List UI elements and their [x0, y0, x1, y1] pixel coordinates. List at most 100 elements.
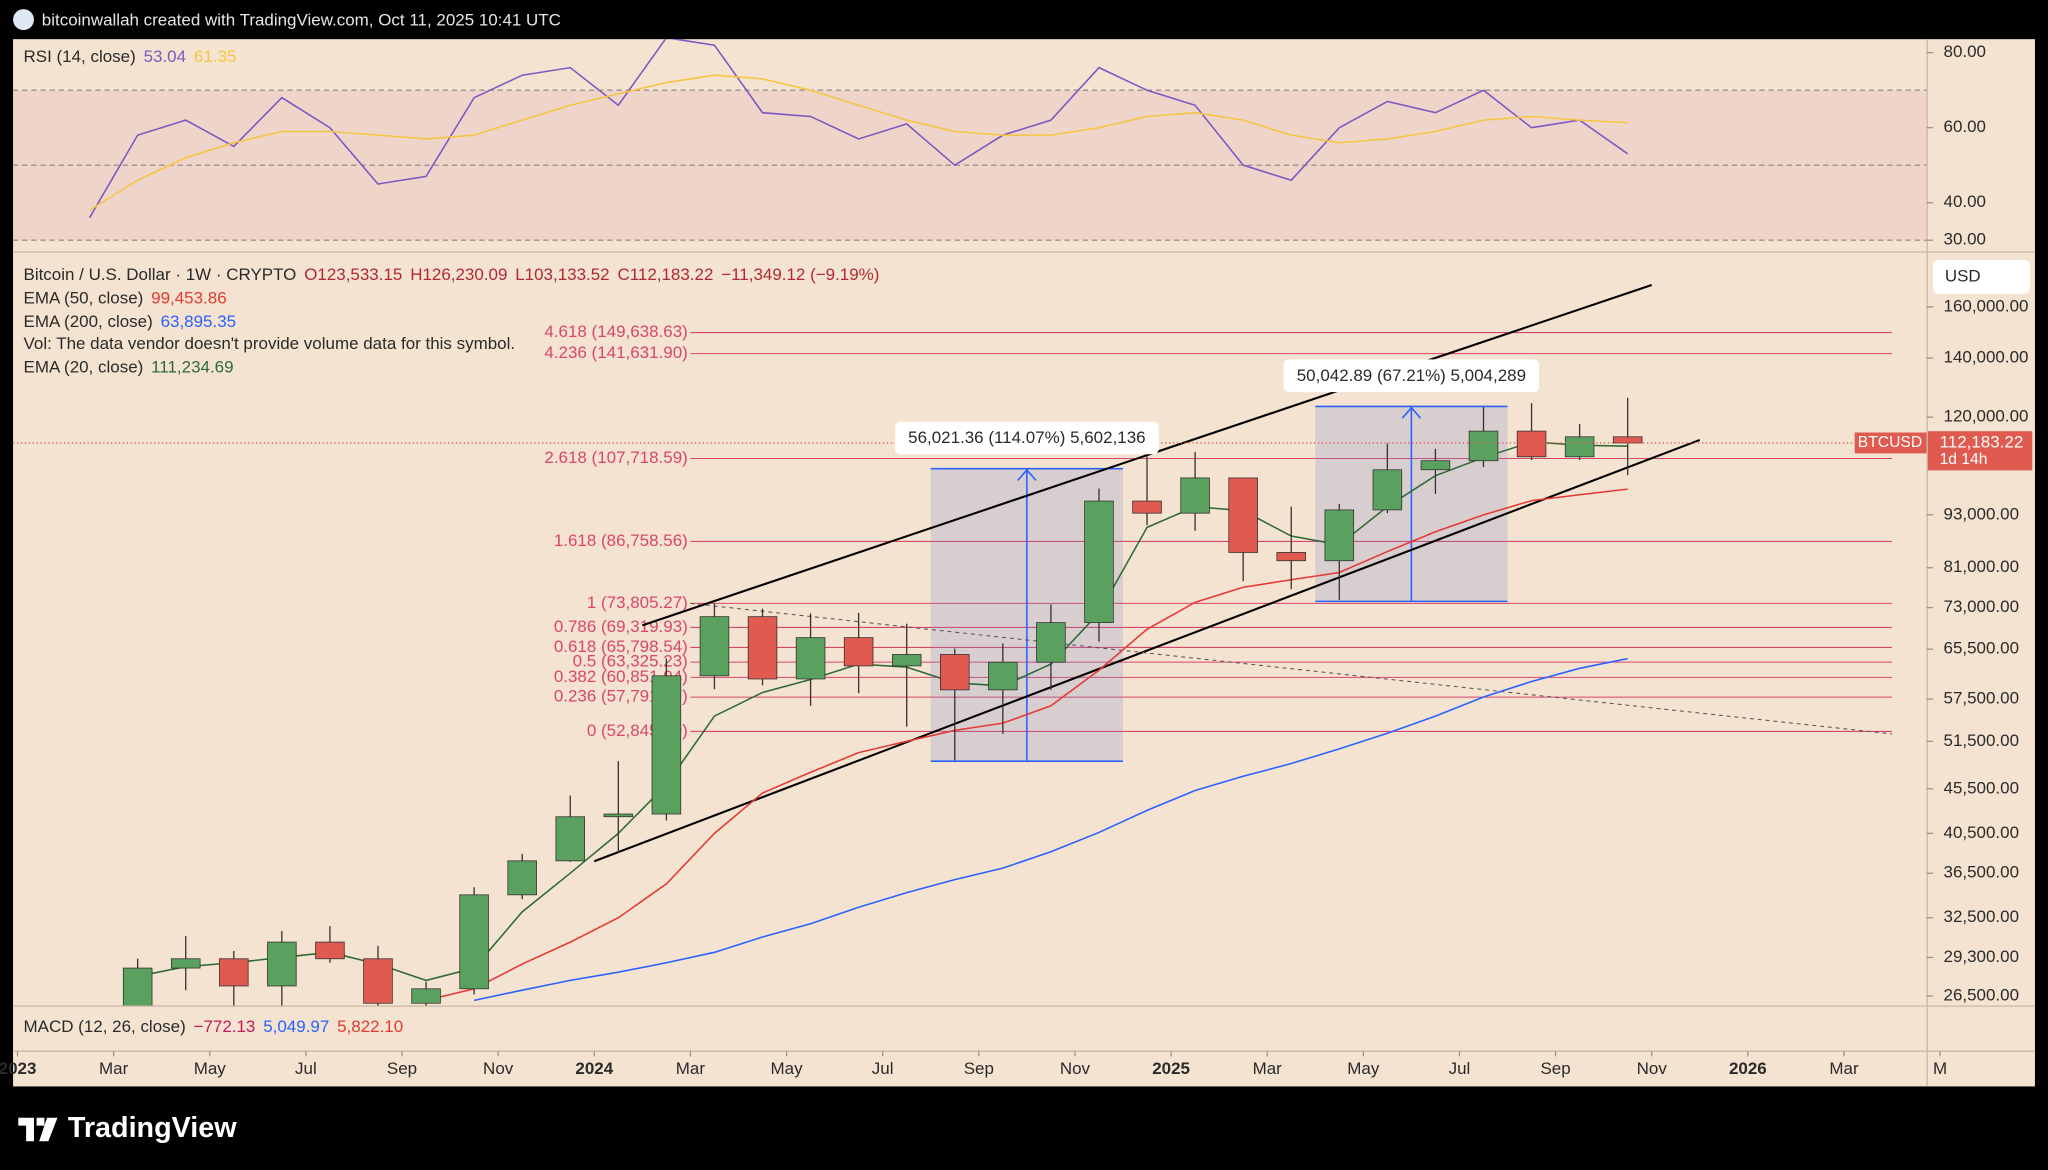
- ema-legend-name: EMA (20, close): [24, 358, 144, 377]
- x-tick-label: Sep: [1540, 1059, 1570, 1078]
- candle-body: [603, 813, 634, 818]
- y-tick-label: 51,500.00: [1944, 731, 2020, 750]
- fib-label: 1 (73,805.27): [587, 593, 688, 612]
- measure-label-box: [1283, 359, 1540, 393]
- x-tick-label: Mar: [1829, 1059, 1859, 1078]
- rsi-legend-value: 61.35: [194, 47, 236, 66]
- macd-value: 5,822.10: [337, 1017, 403, 1036]
- fib-label: 4.236 (141,631.90): [544, 343, 687, 362]
- x-tick-label: Sep: [964, 1059, 994, 1078]
- candle-body: [891, 654, 922, 667]
- symbol-tag-text: BTCUSD: [1858, 434, 1922, 451]
- candle-body: [1612, 436, 1643, 444]
- rsi-legend-title: RSI (14, close): [24, 47, 136, 66]
- y-tick-label: 60.00: [1944, 117, 1986, 136]
- ohlc-value: O123,533.15: [304, 265, 402, 284]
- candle-body: [795, 637, 826, 680]
- candle-body: [988, 661, 1018, 691]
- chart-background: [13, 39, 2035, 1087]
- author-logo: [13, 9, 34, 31]
- overlay: 30.00 40.00 60.00 80.00 RSI (14, close) 53.04…: [0, 42, 2033, 1078]
- candle-body: [1564, 436, 1595, 458]
- x-tick-label: May: [771, 1059, 804, 1078]
- candle-body: [747, 616, 778, 680]
- x-tick-label: M: [1933, 1059, 1947, 1078]
- candle-body: [1180, 477, 1210, 514]
- y-tick-label: 40.00: [1944, 192, 1986, 211]
- y-tick-label: 26,500.00: [1944, 985, 2020, 1004]
- x-tick-label: Nov: [1060, 1059, 1091, 1078]
- ema-legend-value: 99,453.86: [151, 289, 227, 308]
- brand-name: TradingView: [68, 1112, 237, 1144]
- measure-label: 56,021.36 (114.07%) 5,602,136: [908, 428, 1145, 447]
- candle-body: [1324, 509, 1355, 562]
- macd-value: −772.13: [194, 1017, 256, 1036]
- ohlc-value: C112,183.22: [617, 265, 713, 284]
- candle-body: [1516, 430, 1547, 458]
- series-line: [425, 488, 1628, 1002]
- currency-label: USD: [1945, 266, 1981, 285]
- candle-body: [1228, 477, 1258, 553]
- y-tick-label: 65,500.00: [1944, 639, 2020, 658]
- candle-body: [122, 967, 153, 1006]
- candle-body: [363, 958, 393, 1004]
- candle-body: [1276, 552, 1306, 562]
- measure-label-box: [895, 421, 1159, 455]
- fib-label: 4.618 (149,638.63): [544, 322, 687, 341]
- trendline: [690, 602, 1893, 735]
- ohlc-value: −11,349.12 (−9.19%): [721, 265, 879, 284]
- y-tick-label: 45,500.00: [1944, 778, 2020, 797]
- brand-logo: [18, 1117, 58, 1142]
- y-tick-label: 40,500.00: [1944, 823, 2020, 842]
- header-text: bitcoinwallah created with TradingView.c…: [42, 10, 561, 29]
- candle-body: [1132, 500, 1162, 514]
- x-tick-label: Jul: [872, 1059, 894, 1078]
- x-tick-label: Mar: [99, 1059, 129, 1078]
- candle-body: [940, 654, 970, 691]
- x-tick-label: May: [1347, 1059, 1380, 1078]
- x-tick-label: 2025: [1152, 1059, 1190, 1078]
- candle-body: [1420, 460, 1451, 471]
- ema-legend-value: 63,895.35: [161, 312, 237, 331]
- series-line: [88, 39, 1629, 219]
- macd-value: 5,049.97: [263, 1017, 329, 1036]
- y-tick-label: 160,000.00: [1944, 296, 2029, 315]
- candle-body: [651, 675, 682, 815]
- ohlc-value: L103,133.52: [515, 265, 609, 284]
- rsi-legend-value: 53.04: [144, 47, 186, 66]
- rsi-pane: [13, 39, 1927, 241]
- candle-body: [459, 894, 489, 990]
- series-line: [473, 657, 1628, 1002]
- candle-body: [699, 616, 730, 677]
- price-tag-value: 112,183.22: [1940, 432, 2024, 451]
- measure-arrowhead: [1401, 406, 1422, 419]
- candle-body: [1084, 500, 1114, 623]
- candle-body: [267, 941, 297, 987]
- candle-body: [507, 860, 537, 896]
- y-tick-label: 140,000.00: [1944, 348, 2029, 367]
- measure-label: 50,042.89 (67.21%) 5,004,289: [1297, 366, 1526, 385]
- y-tick-label: 30.00: [1944, 230, 1986, 249]
- series-line: [89, 74, 1628, 211]
- symbol-title: Bitcoin / U.S. Dollar · 1W · CRYPTO: [24, 265, 297, 284]
- x-tick-label: Nov: [483, 1059, 514, 1078]
- ema-legend-name: EMA (50, close): [24, 289, 144, 308]
- brand-icon: [18, 1117, 58, 1142]
- x-tick-label: Nov: [1637, 1059, 1668, 1078]
- y-tick-label: 80.00: [1944, 42, 1986, 61]
- currency-box[interactable]: [1933, 259, 2030, 294]
- x-tick-label: Mar: [676, 1059, 706, 1078]
- trendline: [593, 438, 1701, 863]
- x-tick-label: 2024: [575, 1059, 613, 1078]
- x-tick-label: Mar: [1253, 1059, 1283, 1078]
- measure-arrowhead: [1017, 468, 1037, 481]
- x-tick-label: 2026: [1729, 1059, 1767, 1078]
- candle-body: [1468, 430, 1499, 462]
- candle-body: [219, 958, 249, 987]
- ohlc-value: H126,230.09: [410, 265, 507, 284]
- y-tick-label: 73,000.00: [1944, 597, 2020, 616]
- candle-body: [1036, 622, 1066, 663]
- volume-note: Vol: The data vendor doesn't provide vol…: [24, 334, 516, 353]
